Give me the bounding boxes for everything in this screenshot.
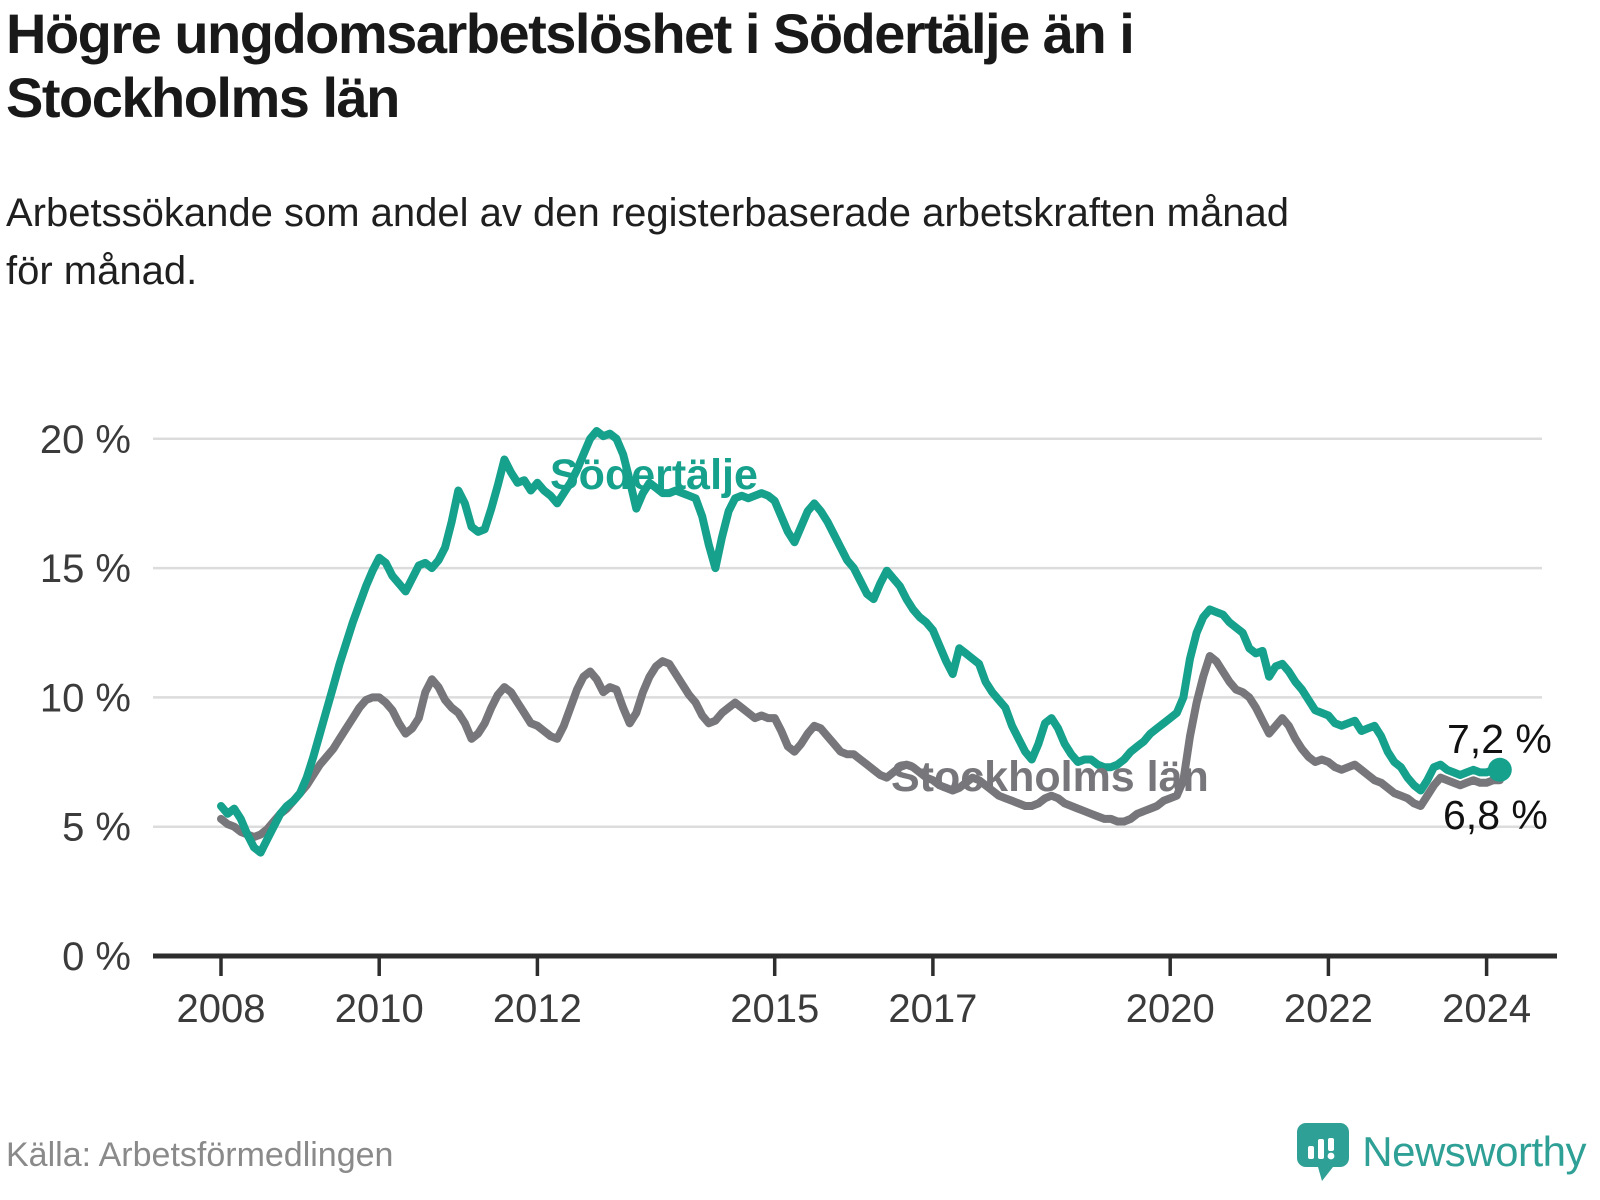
series-label-sodertalje: Södertälje: [550, 451, 758, 499]
x-tick-label-2012: 2012: [493, 987, 582, 1031]
y-tick-label-15: 15 %: [40, 547, 131, 591]
x-axis: [153, 953, 1557, 976]
end-value-label-sodertalje: 7,2 %: [1447, 716, 1552, 762]
bar-small: [1308, 1146, 1315, 1159]
exclamation-bar: [1328, 1138, 1335, 1151]
x-tick-label-2022: 2022: [1284, 987, 1373, 1031]
x-tick-label-2020: 2020: [1126, 987, 1215, 1031]
source-attribution: Källa: Arbetsförmedlingen: [6, 1136, 394, 1174]
x-tick-label-2015: 2015: [730, 987, 819, 1031]
subtitle-line-2: för månad.: [6, 249, 198, 293]
end-value-label-stockholms-lan: 6,8 %: [1443, 792, 1548, 838]
series-label-stockholms-lan: Stockholms län: [891, 753, 1209, 801]
line-stockholms-l-n: [217, 652, 1504, 841]
y-tick-label-5: 5 %: [62, 806, 131, 850]
y-axis-labels: 20 % 15 % 10 % 5 % 0 %: [40, 418, 131, 979]
line-s-dert-lje: [217, 427, 1504, 857]
y-tick-label-20: 20 %: [40, 418, 131, 462]
exclamation-dot: [1327, 1152, 1335, 1160]
title-line-1: Högre ungdomsarbetslöshet i Södertälje ä…: [6, 2, 1135, 65]
page-title: Högre ungdomsarbetslöshet i Södertälje ä…: [6, 2, 1566, 131]
chart-subtitle: Arbetssökande som andel av den registerb…: [6, 184, 1566, 300]
bar-medium: [1318, 1139, 1325, 1159]
x-tick-label-2024: 2024: [1442, 987, 1531, 1031]
sodertalje-end-point-marker: [1487, 757, 1512, 782]
newsworthy-icon: [1297, 1123, 1350, 1181]
brand-logo: Newsworthy: [1296, 1122, 1586, 1182]
x-tick-label-2010: 2010: [335, 987, 424, 1031]
x-tick-label-2017: 2017: [888, 987, 977, 1031]
title-line-2: Stockholms län: [6, 66, 400, 130]
y-tick-label-0: 0 %: [62, 935, 131, 979]
series-lines: [217, 427, 1504, 857]
subtitle-line-1: Arbetssökande som andel av den registerb…: [6, 191, 1289, 235]
x-axis-labels: 2008 2010 2012 2015 2017 2020 2022 2024: [177, 987, 1532, 1031]
x-tick-label-2008: 2008: [177, 987, 266, 1031]
brand-name: Newsworthy: [1362, 1128, 1586, 1175]
y-tick-label-10: 10 %: [40, 676, 131, 720]
